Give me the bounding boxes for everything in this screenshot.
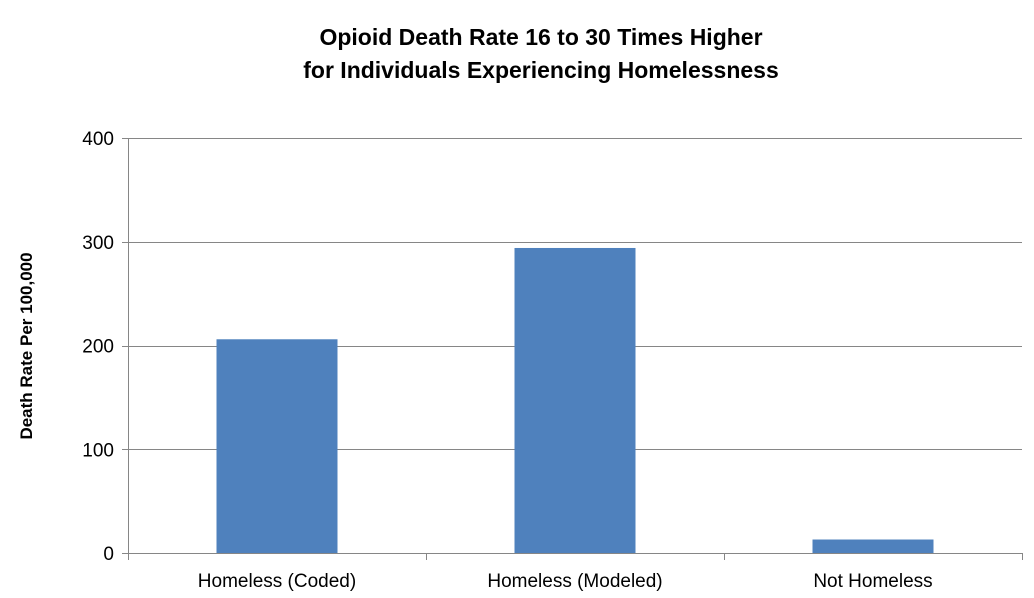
chart-title-line-2: for Individuals Experiencing Homelessnes… (303, 57, 779, 83)
y-axis-title: Death Rate Per 100,000 (17, 252, 36, 439)
x-tick-label-0: Homeless (Coded) (198, 571, 356, 592)
bar-2 (812, 539, 934, 553)
x-tick-label-2: Not Homeless (813, 571, 932, 592)
x-tick-label-1: Homeless (Modeled) (487, 571, 662, 592)
bars (216, 247, 934, 553)
y-tick-label-300: 300 (82, 233, 114, 254)
bar-1 (514, 247, 636, 553)
y-tick-label-0: 0 (103, 544, 114, 565)
chart-title-line-1: Opioid Death Rate 16 to 30 Times Higher (319, 24, 762, 50)
y-tick-label-100: 100 (82, 440, 114, 461)
axes (122, 138, 1023, 560)
y-tick-label-400: 400 (82, 129, 114, 150)
x-tick-labels: Homeless (Coded) Homeless (Modeled) Not Ho… (198, 571, 933, 592)
bar-0 (216, 339, 338, 553)
y-tick-labels: 0 100 200 300 400 (82, 129, 114, 565)
y-tick-label-200: 200 (82, 337, 114, 358)
